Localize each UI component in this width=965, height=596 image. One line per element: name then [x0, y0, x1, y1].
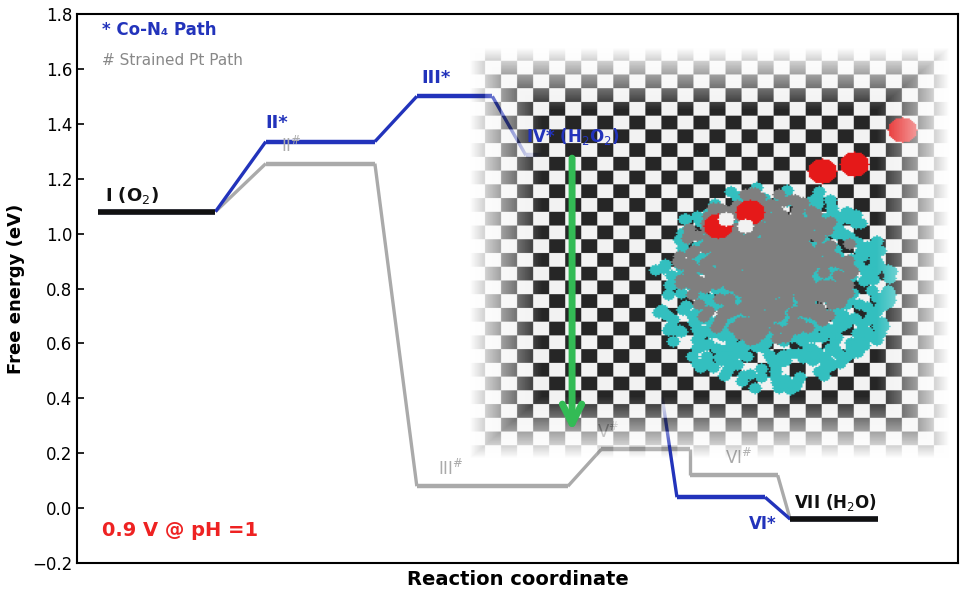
Text: IV* (H$_2$O$_2$): IV* (H$_2$O$_2$) — [526, 126, 620, 147]
Text: VI$^{\#}$: VI$^{\#}$ — [725, 448, 752, 468]
Text: III$^{\#}$: III$^{\#}$ — [438, 459, 463, 479]
Text: III*: III* — [421, 69, 451, 87]
Y-axis label: Free energy (eV): Free energy (eV) — [7, 203, 25, 374]
Text: # Strained Pt Path: # Strained Pt Path — [102, 52, 243, 68]
Text: I (O$_2$): I (O$_2$) — [104, 185, 158, 206]
Text: 0.9 V @ pH =1: 0.9 V @ pH =1 — [102, 521, 259, 539]
Text: II*: II* — [265, 114, 289, 132]
X-axis label: Reaction coordinate: Reaction coordinate — [406, 570, 628, 589]
Text: * Co-N₄ Path: * Co-N₄ Path — [102, 20, 217, 39]
Text: VII (H$_2$O): VII (H$_2$O) — [794, 492, 877, 513]
Text: VI*: VI* — [749, 515, 777, 533]
Text: II$^{\#}$: II$^{\#}$ — [281, 136, 302, 156]
Text: V$^{\#}$: V$^{\#}$ — [597, 422, 620, 442]
